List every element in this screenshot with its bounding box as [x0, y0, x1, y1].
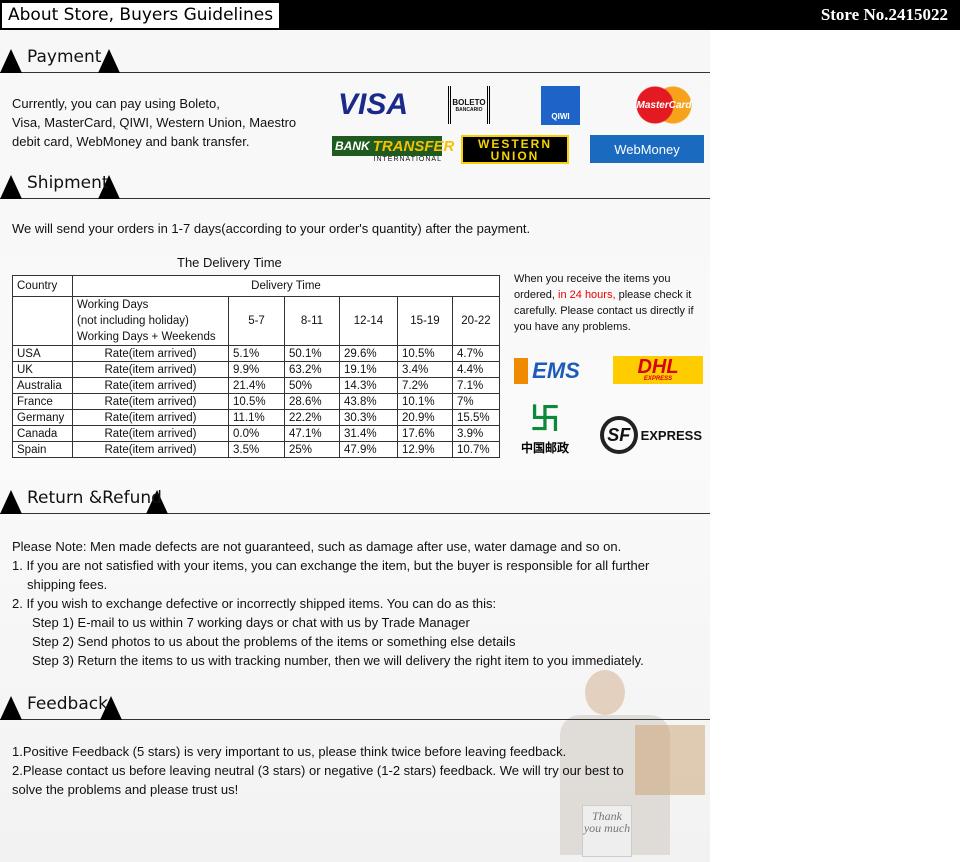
delivery-time-table: Country Delivery Time Working Days (not in…: [12, 275, 500, 458]
rate-cell: 4.7%: [452, 345, 500, 362]
china-post-emblem-icon: 卐: [530, 403, 560, 436]
rate-cell: 10.1%: [397, 393, 453, 410]
rate-cell: 7.1%: [452, 377, 500, 394]
section-refund-heading: Return &Refund: [0, 484, 710, 514]
country-cell: USA: [12, 345, 73, 362]
top-bar: About Store, Buyers Guidelines Store No.…: [0, 0, 960, 30]
section-payment-heading: Payment: [0, 43, 710, 73]
rate-cell: 10.5%: [228, 393, 285, 410]
heading-payment: Payment: [27, 47, 102, 67]
rate-cell: 63.2%: [284, 361, 340, 378]
rate-label: Rate(item arrived): [72, 409, 229, 426]
rate-cell: 3.9%: [452, 425, 500, 442]
rate-cell: 19.1%: [339, 361, 398, 378]
rate-cell: 5.1%: [228, 345, 285, 362]
payment-text: Currently, you can pay using Boleto, Visa…: [12, 96, 297, 149]
rate-cell: 4.4%: [452, 361, 500, 378]
rate-cell: 20.9%: [397, 409, 453, 426]
sf-express-logo: SF EXPRESS: [600, 415, 702, 455]
rate-label: Rate(item arrived): [72, 361, 229, 378]
triangle-icon: [146, 490, 168, 514]
table-row: France Rate(item arrived) 10.5% 28.6% 43.8% 1…: [12, 393, 500, 410]
bank-transfer-logo: BANK TRANSFER INTERNATIONAL: [332, 136, 454, 164]
rate-cell: 28.6%: [284, 393, 340, 410]
triangle-icon: [98, 49, 120, 73]
triangle-icon: [100, 696, 122, 720]
section-feedback-heading: Feedback: [0, 690, 710, 720]
rate-label: Rate(item arrived): [72, 345, 229, 362]
rate-cell: 11.1%: [228, 409, 285, 426]
rate-cell: 21.4%: [228, 377, 285, 394]
triangle-icon: [0, 490, 22, 514]
rate-cell: 50%: [284, 377, 340, 394]
rate-cell: 25%: [284, 441, 340, 458]
refund-text: Please Note: Men made defects are not gu…: [12, 539, 650, 668]
thank-you-sign: Thank you much: [582, 805, 632, 857]
inspection-note: When you receive the items you ordered, …: [514, 273, 694, 333]
rate-cell: 31.4%: [339, 425, 398, 442]
country-cell: Australia: [12, 377, 73, 394]
ems-logo: EMS: [514, 358, 584, 384]
country-cell: France: [12, 393, 73, 410]
visa-logo: VISA: [337, 88, 409, 121]
table-row: UK Rate(item arrived) 9.9% 63.2% 19.1% 3.4% 4.…: [12, 361, 500, 378]
rate-cell: 50.1%: [284, 345, 340, 362]
rate-cell: 15.5%: [452, 409, 500, 426]
heading-feedback: Feedback: [27, 694, 108, 714]
triangle-icon: [0, 696, 22, 720]
country-cell: Spain: [12, 441, 73, 458]
country-cell: Germany: [12, 409, 73, 426]
rate-cell: 47.9%: [339, 441, 398, 458]
rate-cell: 47.1%: [284, 425, 340, 442]
rate-cell: 9.9%: [228, 361, 285, 378]
rate-cell: 29.6%: [339, 345, 398, 362]
china-post-logo: 卐中国邮政: [514, 400, 576, 462]
rate-cell: 43.8%: [339, 393, 398, 410]
dhl-logo: DHL EXPRESS: [613, 356, 703, 384]
feedback-text: 1.Positive Feedback (5 stars) is very im…: [12, 744, 624, 797]
section-shipment-heading: Shipment: [0, 169, 710, 199]
mastercard-logo: MasterCard: [634, 86, 694, 124]
table-row: Spain Rate(item arrived) 3.5% 25% 47.9% 12.9%…: [12, 441, 500, 458]
triangle-icon: [0, 175, 22, 199]
shipment-text: We will send your orders in 1-7 days(acc…: [12, 221, 531, 236]
table-row: Australia Rate(item arrived) 21.4% 50% 14.3%…: [12, 377, 500, 394]
rate-cell: 3.5%: [228, 441, 285, 458]
rate-cell: 7.2%: [397, 377, 453, 394]
boleto-logo: BOLETO BANCARIO: [448, 86, 490, 124]
country-cell: Canada: [12, 425, 73, 442]
rate-label: Rate(item arrived): [72, 377, 229, 394]
rate-cell: 12.9%: [397, 441, 453, 458]
rate-cell: 3.4%: [397, 361, 453, 378]
rate-label: Rate(item arrived): [72, 393, 229, 410]
table-row: USA Rate(item arrived) 5.1% 50.1% 29.6% 10.5%…: [12, 345, 500, 362]
rate-label: Rate(item arrived): [72, 441, 229, 458]
bank-transfer-sub: INTERNATIONAL: [373, 156, 442, 163]
table-row: Germany Rate(item arrived) 11.1% 22.2% 30.3%…: [12, 409, 500, 426]
qiwi-logo: QIWI: [541, 86, 580, 125]
rate-label: Rate(item arrived): [72, 425, 229, 442]
rate-cell: 14.3%: [339, 377, 398, 394]
rate-cell: 17.6%: [397, 425, 453, 442]
rate-cell: 30.3%: [339, 409, 398, 426]
table-title: The Delivery Time: [177, 255, 282, 270]
rate-cell: 22.2%: [284, 409, 340, 426]
webmoney-logo: WebMoney: [590, 135, 704, 163]
rate-cell: 10.7%: [452, 441, 500, 458]
heading-refund: Return &Refund: [27, 488, 162, 508]
rate-cell: 7%: [452, 393, 500, 410]
delivery-man-image: Thank you much: [550, 665, 710, 860]
rate-cell: 0.0%: [228, 425, 285, 442]
rate-cell: 10.5%: [397, 345, 453, 362]
store-number: Store No.2415022: [820, 5, 948, 24]
triangle-icon: [0, 49, 22, 73]
page-title: About Store, Buyers Guidelines: [2, 3, 280, 28]
country-cell: UK: [12, 361, 73, 378]
western-union-logo: WESTERN UNION: [461, 135, 569, 164]
heading-shipment: Shipment: [27, 173, 109, 193]
triangle-icon: [98, 175, 120, 199]
table-row: Canada Rate(item arrived) 0.0% 47.1% 31.4% 17…: [12, 425, 500, 442]
